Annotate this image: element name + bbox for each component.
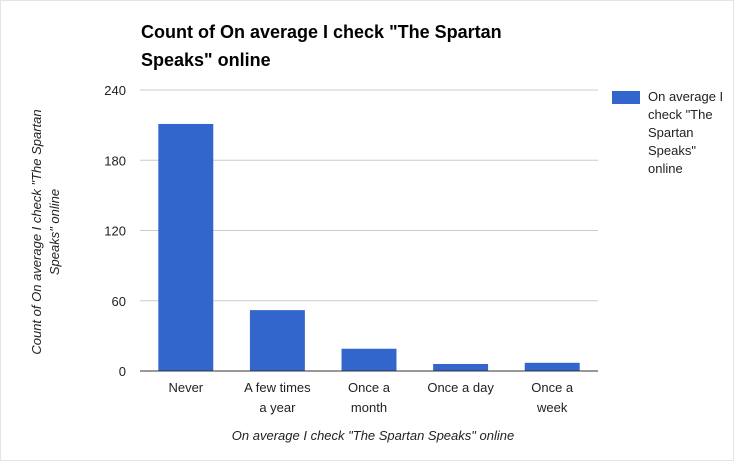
legend-label: On average I check "The Spartan Speaks" … bbox=[648, 89, 724, 176]
y-tick-label: 0 bbox=[119, 364, 126, 379]
x-tick-label: A few times a year bbox=[244, 380, 311, 415]
legend-swatch bbox=[612, 91, 640, 104]
bar bbox=[249, 310, 305, 371]
bar bbox=[158, 123, 214, 372]
x-tick-label: Once a day bbox=[427, 380, 494, 395]
chart-title: Count of On average I check "The Spartan… bbox=[141, 22, 502, 70]
y-tick-label: 60 bbox=[112, 294, 126, 309]
x-axis-title: On average I check "The Spartan Speaks" … bbox=[231, 428, 515, 443]
y-tick-label: 120 bbox=[104, 224, 126, 239]
y-tick-label: 180 bbox=[104, 153, 126, 168]
x-tick-label: Once a week bbox=[531, 380, 574, 415]
bar bbox=[524, 362, 580, 371]
x-tick-label: Never bbox=[168, 380, 203, 395]
bar bbox=[341, 348, 397, 371]
bar bbox=[433, 363, 489, 371]
x-tick-label: Once a month bbox=[348, 380, 391, 415]
y-tick-label: 240 bbox=[104, 83, 126, 98]
